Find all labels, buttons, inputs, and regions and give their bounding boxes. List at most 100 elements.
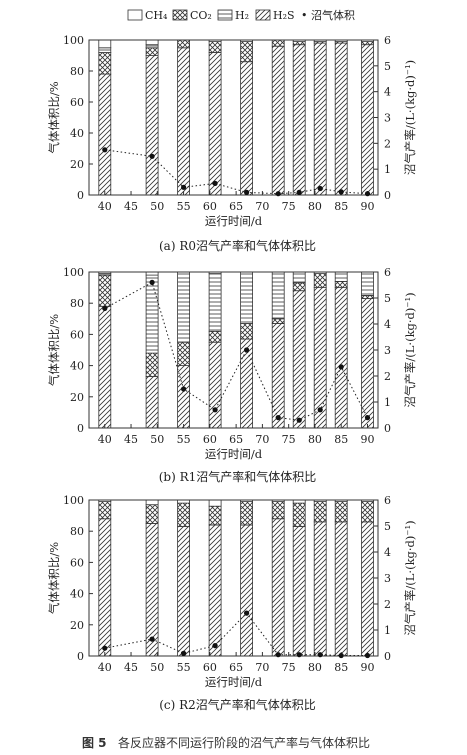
x-tick-label: 70	[255, 200, 269, 213]
biogas-point	[364, 415, 371, 421]
biogas-point	[181, 184, 187, 190]
bar-segment-co2	[292, 282, 306, 292]
y2-tick-label: 3	[384, 572, 391, 585]
bar-segment-h2s	[334, 42, 348, 196]
bar-segment-h2s	[361, 44, 374, 196]
bar-segment-h2s	[208, 52, 222, 196]
y-tick-label: 20	[70, 619, 84, 632]
bar-segment-h2s	[98, 518, 112, 657]
x-tick-label: 40	[98, 200, 112, 213]
x-tick-label: 85	[334, 661, 348, 674]
y-tick-label: 0	[77, 422, 84, 435]
figure-caption-label: 图 5	[82, 736, 107, 750]
bar-segment-h2	[98, 47, 112, 53]
y-tick-label: 80	[70, 525, 84, 538]
y2-tick-label: 1	[384, 624, 391, 637]
bar-segment-h2s	[208, 524, 222, 657]
biogas-point	[102, 147, 108, 153]
y-tick-label: 100	[63, 494, 84, 507]
biogas-point	[275, 415, 281, 421]
y2-tick-label: 4	[384, 546, 391, 559]
y-tick-label: 20	[70, 158, 84, 171]
bar-segment-h2	[240, 271, 254, 324]
x-tick-label: 60	[203, 433, 217, 446]
figure-caption: 图 5 各反应器不同运行阶段的沼气产率与气体体积比	[82, 735, 370, 750]
bar-segment-h2s	[313, 521, 327, 657]
legend-swatch-co2	[172, 9, 188, 21]
bar-segment-h2s	[292, 526, 306, 657]
bar-segment-h2s	[292, 290, 306, 429]
bar-segment-h2s	[334, 287, 348, 429]
bar-segment-h2s	[292, 44, 306, 196]
x-tick-label: 60	[203, 200, 217, 213]
bar-segment-co2	[145, 47, 159, 56]
x-tick-label: 50	[150, 661, 164, 674]
bar-segment-h2s	[240, 61, 254, 196]
biogas-point	[364, 191, 371, 197]
legend-item-h2: H₂	[217, 9, 249, 22]
y-tick-label: 60	[70, 556, 84, 569]
biogas-point	[338, 652, 344, 659]
bar-segment-co2	[292, 41, 306, 46]
chart-title: (b) R1沼气产率和气体体积比	[159, 469, 317, 484]
biogas-point	[149, 636, 155, 642]
y-tick-label: 0	[77, 650, 84, 663]
stacked-bars	[98, 39, 374, 196]
y2-tick-label: 0	[384, 189, 391, 202]
y2-tick-label: 0	[384, 422, 391, 435]
y2-tick-label: 2	[384, 137, 391, 150]
x-tick-label: 55	[177, 200, 191, 213]
bar-segment-co2	[313, 273, 327, 289]
bar-segment-co2	[177, 502, 191, 527]
bar-segment-h2s	[208, 341, 222, 429]
biogas-point	[244, 610, 250, 616]
bar-segment-h2s	[240, 524, 254, 657]
bar-segment-h2s	[334, 521, 348, 657]
y-tick-label: 40	[70, 127, 84, 140]
y2-tick-label: 6	[384, 34, 391, 47]
bar-segment-co2	[208, 505, 222, 526]
bar-segment-h2	[177, 271, 191, 343]
bar-segment-h2s	[271, 45, 285, 196]
bar-segment-co2	[271, 39, 285, 47]
biogas-point	[212, 407, 218, 413]
y2-tick-label: 1	[384, 163, 391, 176]
y-tick-label: 40	[70, 588, 84, 601]
legend-label-ch4: CH₄	[145, 9, 168, 22]
bar-segment-h2	[361, 271, 374, 296]
bar-segment-co2	[292, 502, 306, 527]
biogas-point	[149, 279, 155, 285]
bar-segment-h2s	[271, 323, 285, 429]
x-axis-label: 运行时间/d	[205, 675, 263, 689]
bar-segment-h2s	[98, 305, 112, 429]
bar-segment-h2s	[177, 365, 191, 429]
bar-segment-co2	[145, 352, 159, 377]
x-tick-label: 75	[282, 200, 296, 213]
y-tick-label: 80	[70, 65, 84, 78]
x-tick-label: 60	[203, 661, 217, 674]
biogas-point	[296, 652, 302, 658]
y-axis-label: 气体体积比/%	[47, 542, 61, 614]
chart-title: (c) R2沼气产率和气体体积比	[159, 697, 316, 712]
bar-segment-co2	[98, 501, 112, 520]
x-tick-label: 80	[308, 200, 322, 213]
bar-segment-h2s	[313, 42, 327, 196]
legend-item-co2: CO₂	[172, 9, 212, 22]
x-tick-label: 45	[124, 661, 138, 674]
x-tick-label: 70	[255, 661, 269, 674]
legend-item-h2s: H₂S	[255, 9, 295, 22]
legend-swatch-h2	[217, 9, 233, 21]
biogas-point	[181, 386, 187, 392]
biogas-point	[212, 643, 218, 649]
y-tick-label: 60	[70, 96, 84, 109]
bar-segment-co2	[361, 294, 374, 299]
legend-label-co2: CO₂	[190, 9, 212, 22]
biogas-point	[275, 652, 281, 658]
y-tick-label: 0	[77, 189, 84, 202]
bar-segment-co2	[208, 41, 222, 53]
legend-label-h2: H₂	[235, 9, 249, 22]
legend-label-biogas: • 沼气体积	[301, 8, 355, 22]
bar-segment-h2	[271, 271, 285, 320]
